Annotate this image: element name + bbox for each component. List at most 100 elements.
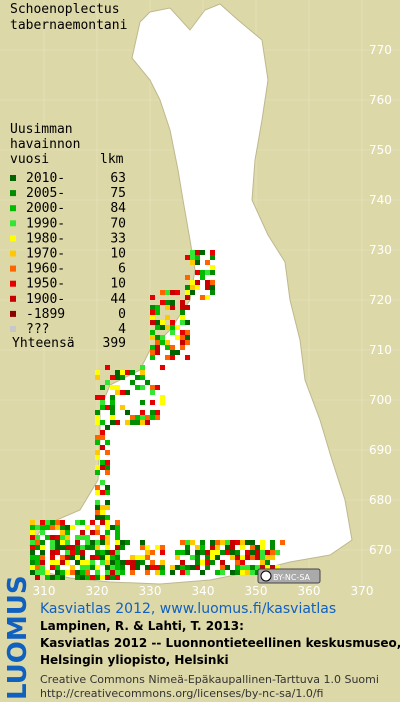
observation-square: [40, 555, 45, 560]
observation-square: [100, 490, 105, 495]
observation-square: [95, 515, 100, 520]
observation-square: [65, 545, 70, 550]
northing-label: 680: [369, 493, 392, 507]
observation-square: [165, 355, 170, 360]
observation-square: [110, 420, 115, 425]
observation-square: [165, 325, 170, 330]
observation-square: [110, 570, 115, 575]
observation-square: [180, 570, 185, 575]
observation-square: [210, 550, 215, 555]
observation-square: [185, 305, 190, 310]
legend-count: 63: [110, 171, 126, 186]
observation-square: [95, 435, 100, 440]
legend-count: 4: [118, 322, 126, 337]
observation-square: [165, 290, 170, 295]
observation-square: [55, 570, 60, 575]
observation-square: [195, 560, 200, 565]
observation-square: [220, 570, 225, 575]
observation-square: [45, 570, 50, 575]
observation-square: [135, 555, 140, 560]
observation-square: [100, 405, 105, 410]
observation-square: [135, 415, 140, 420]
observation-square: [225, 545, 230, 550]
observation-square: [260, 560, 265, 565]
observation-square: [160, 290, 165, 295]
observation-square: [120, 560, 125, 565]
observation-square: [195, 285, 200, 290]
observation-square: [50, 575, 55, 580]
observation-square: [140, 385, 145, 390]
observation-square: [165, 305, 170, 310]
observation-square: [75, 550, 80, 555]
observation-square: [100, 430, 105, 435]
observation-square: [115, 390, 120, 395]
observation-square: [50, 560, 55, 565]
observation-square: [230, 555, 235, 560]
observation-square: [80, 575, 85, 580]
observation-square: [200, 295, 205, 300]
observation-square: [180, 340, 185, 345]
observation-square: [95, 395, 100, 400]
observation-square: [210, 265, 215, 270]
observation-square: [110, 565, 115, 570]
observation-square: [220, 540, 225, 545]
observation-square: [185, 295, 190, 300]
observation-square: [270, 550, 275, 555]
observation-square: [45, 525, 50, 530]
observation-square: [85, 525, 90, 530]
observation-square: [40, 570, 45, 575]
legend-header: Uusimman: [10, 122, 73, 137]
observation-square: [255, 565, 260, 570]
observation-square: [130, 565, 135, 570]
observation-square: [110, 410, 115, 415]
legend-swatch: [10, 175, 16, 181]
logo: LUOMUS: [3, 575, 33, 700]
observation-square: [180, 300, 185, 305]
observation-square: [80, 530, 85, 535]
observation-square: [110, 550, 115, 555]
observation-square: [185, 320, 190, 325]
observation-square: [95, 450, 100, 455]
observation-square: [95, 455, 100, 460]
observation-square: [145, 565, 150, 570]
observation-square: [45, 520, 50, 525]
observation-square: [185, 330, 190, 335]
observation-square: [185, 285, 190, 290]
observation-square: [95, 550, 100, 555]
observation-square: [180, 550, 185, 555]
legend-period: 1980-: [26, 231, 65, 246]
observation-square: [145, 570, 150, 575]
observation-square: [240, 555, 245, 560]
observation-square: [40, 560, 45, 565]
observation-square: [120, 540, 125, 545]
observation-square: [175, 565, 180, 570]
observation-square: [125, 560, 130, 565]
observation-square: [195, 250, 200, 255]
badge-text: BY-NC-SA: [273, 573, 311, 582]
observation-square: [110, 415, 115, 420]
observation-square: [135, 375, 140, 380]
observation-square: [150, 410, 155, 415]
observation-square: [195, 260, 200, 265]
observation-square: [50, 525, 55, 530]
observation-square: [105, 560, 110, 565]
observation-square: [95, 485, 100, 490]
observation-square: [250, 540, 255, 545]
total-label: Yhteensä: [12, 336, 75, 351]
observation-square: [120, 370, 125, 375]
observation-squares: [30, 250, 285, 580]
observation-square: [50, 550, 55, 555]
observation-square: [185, 275, 190, 280]
observation-square: [150, 305, 155, 310]
observation-square: [255, 555, 260, 560]
observation-square: [115, 385, 120, 390]
observation-square: [125, 390, 130, 395]
observation-square: [40, 525, 45, 530]
northing-label: 750: [369, 143, 392, 157]
observation-square: [195, 270, 200, 275]
observation-square: [55, 545, 60, 550]
observation-square: [260, 550, 265, 555]
observation-square: [155, 385, 160, 390]
observation-square: [265, 550, 270, 555]
